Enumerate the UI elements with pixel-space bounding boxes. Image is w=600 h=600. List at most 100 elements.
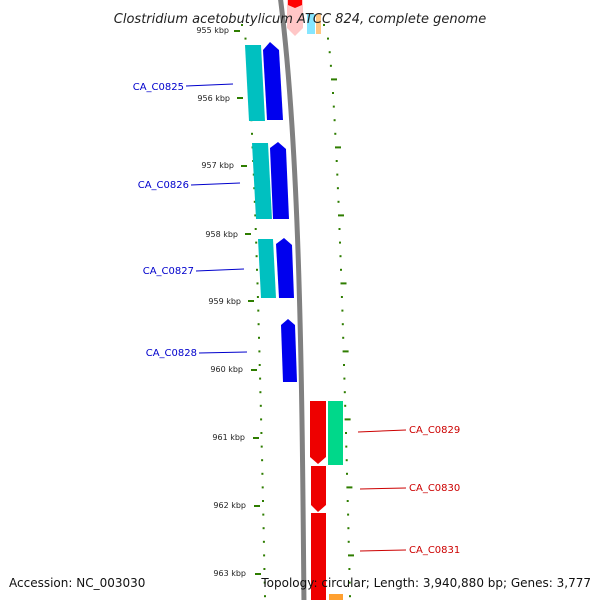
outer-ruler-dot <box>343 377 346 380</box>
inner-ruler-dot <box>259 377 262 380</box>
outer-ruler-dot <box>340 268 342 271</box>
inner-ruler-dot <box>261 486 264 489</box>
outer-dotted-ruler <box>323 24 354 598</box>
inner-ruler-dot <box>257 323 260 326</box>
partial-gene-top-red-arrow <box>288 0 302 8</box>
leader-line-CA_C0831 <box>359 549 407 552</box>
outer-ruler-dot <box>347 540 350 543</box>
inner-ruler-dot <box>262 513 265 516</box>
tick-mark-958 <box>245 233 251 235</box>
leader-line-CA_C0827 <box>195 268 245 272</box>
leader-line-CA_C0825 <box>185 83 234 87</box>
gene-label-CA_C0826[interactable]: CA_C0826 <box>138 180 189 191</box>
genome-backbone <box>278 0 307 600</box>
inner-ruler-dot <box>260 418 263 421</box>
inner-ruler-dot <box>261 459 264 462</box>
outer-ruler-dot <box>334 132 337 135</box>
partial-gene-top-cyan <box>307 14 315 34</box>
outer-ruler-dot <box>344 404 347 407</box>
outer-ruler-dot <box>338 214 344 217</box>
inner-ruler-dot <box>262 540 265 543</box>
gene-label-CA_C0829[interactable]: CA_C0829 <box>409 425 460 436</box>
tick-mark-963 <box>255 573 261 575</box>
inner-ruler-dot <box>263 581 266 584</box>
outer-ruler-dot <box>346 500 349 502</box>
inner-ruler-dot <box>263 554 266 557</box>
outer-ruler-dot <box>329 64 332 67</box>
gene-CA_C0828[interactable] <box>281 319 297 382</box>
inner-ruler-dot <box>259 404 262 407</box>
gene-CA_C0826-cds <box>252 143 272 219</box>
tick-mark-957 <box>241 165 247 167</box>
gene-CA_C0827-cds <box>258 239 276 298</box>
gene-CA_C0829-arrow <box>310 401 326 464</box>
inner-ruler-dot <box>259 391 262 394</box>
outer-ruler-dot <box>348 581 351 584</box>
gene-CA_C0830[interactable] <box>311 466 326 512</box>
gene-CA_C0830-arrow <box>311 466 326 512</box>
inner-ruler-dot <box>262 527 265 530</box>
inner-ruler-dot <box>258 364 261 366</box>
tick-label-963: 963 kbp <box>213 569 246 578</box>
partial-gene-top-red <box>287 0 303 36</box>
inner-ruler-dot <box>261 472 264 475</box>
inner-ruler-dot <box>257 309 260 312</box>
leader-line-CA_C0829 <box>357 429 407 433</box>
outer-ruler-dot <box>342 336 345 339</box>
partial-gene-bottom-orange <box>329 594 343 600</box>
gene-label-CA_C0827[interactable]: CA_C0827 <box>143 266 194 277</box>
outer-ruler-dot <box>341 309 344 312</box>
topology-text: Topology: circular; Length: 3,940,880 bp… <box>260 576 591 590</box>
outer-ruler-dot <box>343 364 345 366</box>
tick-mark-959 <box>248 300 254 302</box>
gene-CA_C0831[interactable] <box>311 513 343 600</box>
gene-label-CA_C0831[interactable]: CA_C0831 <box>409 545 460 556</box>
gene-label-CA_C0830[interactable]: CA_C0830 <box>409 483 460 494</box>
outer-ruler-dot <box>335 146 341 149</box>
gene-CA_C0826-arrow <box>270 142 289 219</box>
tick-label-956: 956 kbp <box>197 94 230 103</box>
partial-gene-top-orange <box>316 14 321 34</box>
inner-ruler-dot <box>253 187 256 190</box>
gene-CA_C0829-cds <box>328 401 343 465</box>
inner-ruler-dot <box>260 432 263 434</box>
inner-ruler-dot <box>251 132 253 135</box>
outer-ruler-dot <box>345 445 348 448</box>
outer-ruler-dot <box>339 255 342 258</box>
tick-label-958: 958 kbp <box>205 230 238 239</box>
outer-ruler-dot <box>340 296 343 298</box>
outer-ruler-dot <box>327 37 329 40</box>
tick-mark-955 <box>234 30 240 32</box>
gene-CA_C0829[interactable] <box>310 401 343 465</box>
outer-ruler-dot <box>348 568 351 570</box>
outer-ruler-dot <box>336 173 339 176</box>
inner-ruler-dot <box>254 228 257 230</box>
inner-ruler-dot <box>258 336 260 339</box>
gene-CA_C0828-arrow <box>281 319 297 382</box>
leader-line-CA_C0826 <box>190 182 241 186</box>
gene-CA_C0826[interactable] <box>252 142 289 219</box>
accession-text: Accession: NC_003030 <box>9 576 145 590</box>
inner-ruler-dot <box>244 37 247 40</box>
inner-ruler-dot <box>253 200 256 203</box>
outer-ruler-dot <box>332 105 335 108</box>
inner-ruler-dot <box>254 214 257 217</box>
inner-ruler-dot <box>256 282 259 285</box>
gene-CA_C0825-cds <box>245 45 265 121</box>
tick-mark-962 <box>254 505 260 507</box>
tick-label-955: 955 kbp <box>196 26 229 35</box>
gene-label-CA_C0825[interactable]: CA_C0825 <box>133 82 184 93</box>
gene-CA_C0825[interactable] <box>245 42 283 121</box>
outer-ruler-dot <box>346 472 348 475</box>
inner-dotted-ruler <box>241 24 266 598</box>
inner-ruler-dot <box>255 255 258 258</box>
tick-label-957: 957 kbp <box>201 161 234 170</box>
map-title: Clostridium acetobutylicum ATCC 824, com… <box>114 12 486 27</box>
gene-CA_C0827[interactable] <box>258 238 294 298</box>
inner-ruler-dot <box>255 241 258 244</box>
tick-mark-961 <box>253 437 259 439</box>
gene-label-CA_C0828[interactable]: CA_C0828 <box>146 348 197 359</box>
gene-CA_C0827-arrow <box>276 238 294 298</box>
